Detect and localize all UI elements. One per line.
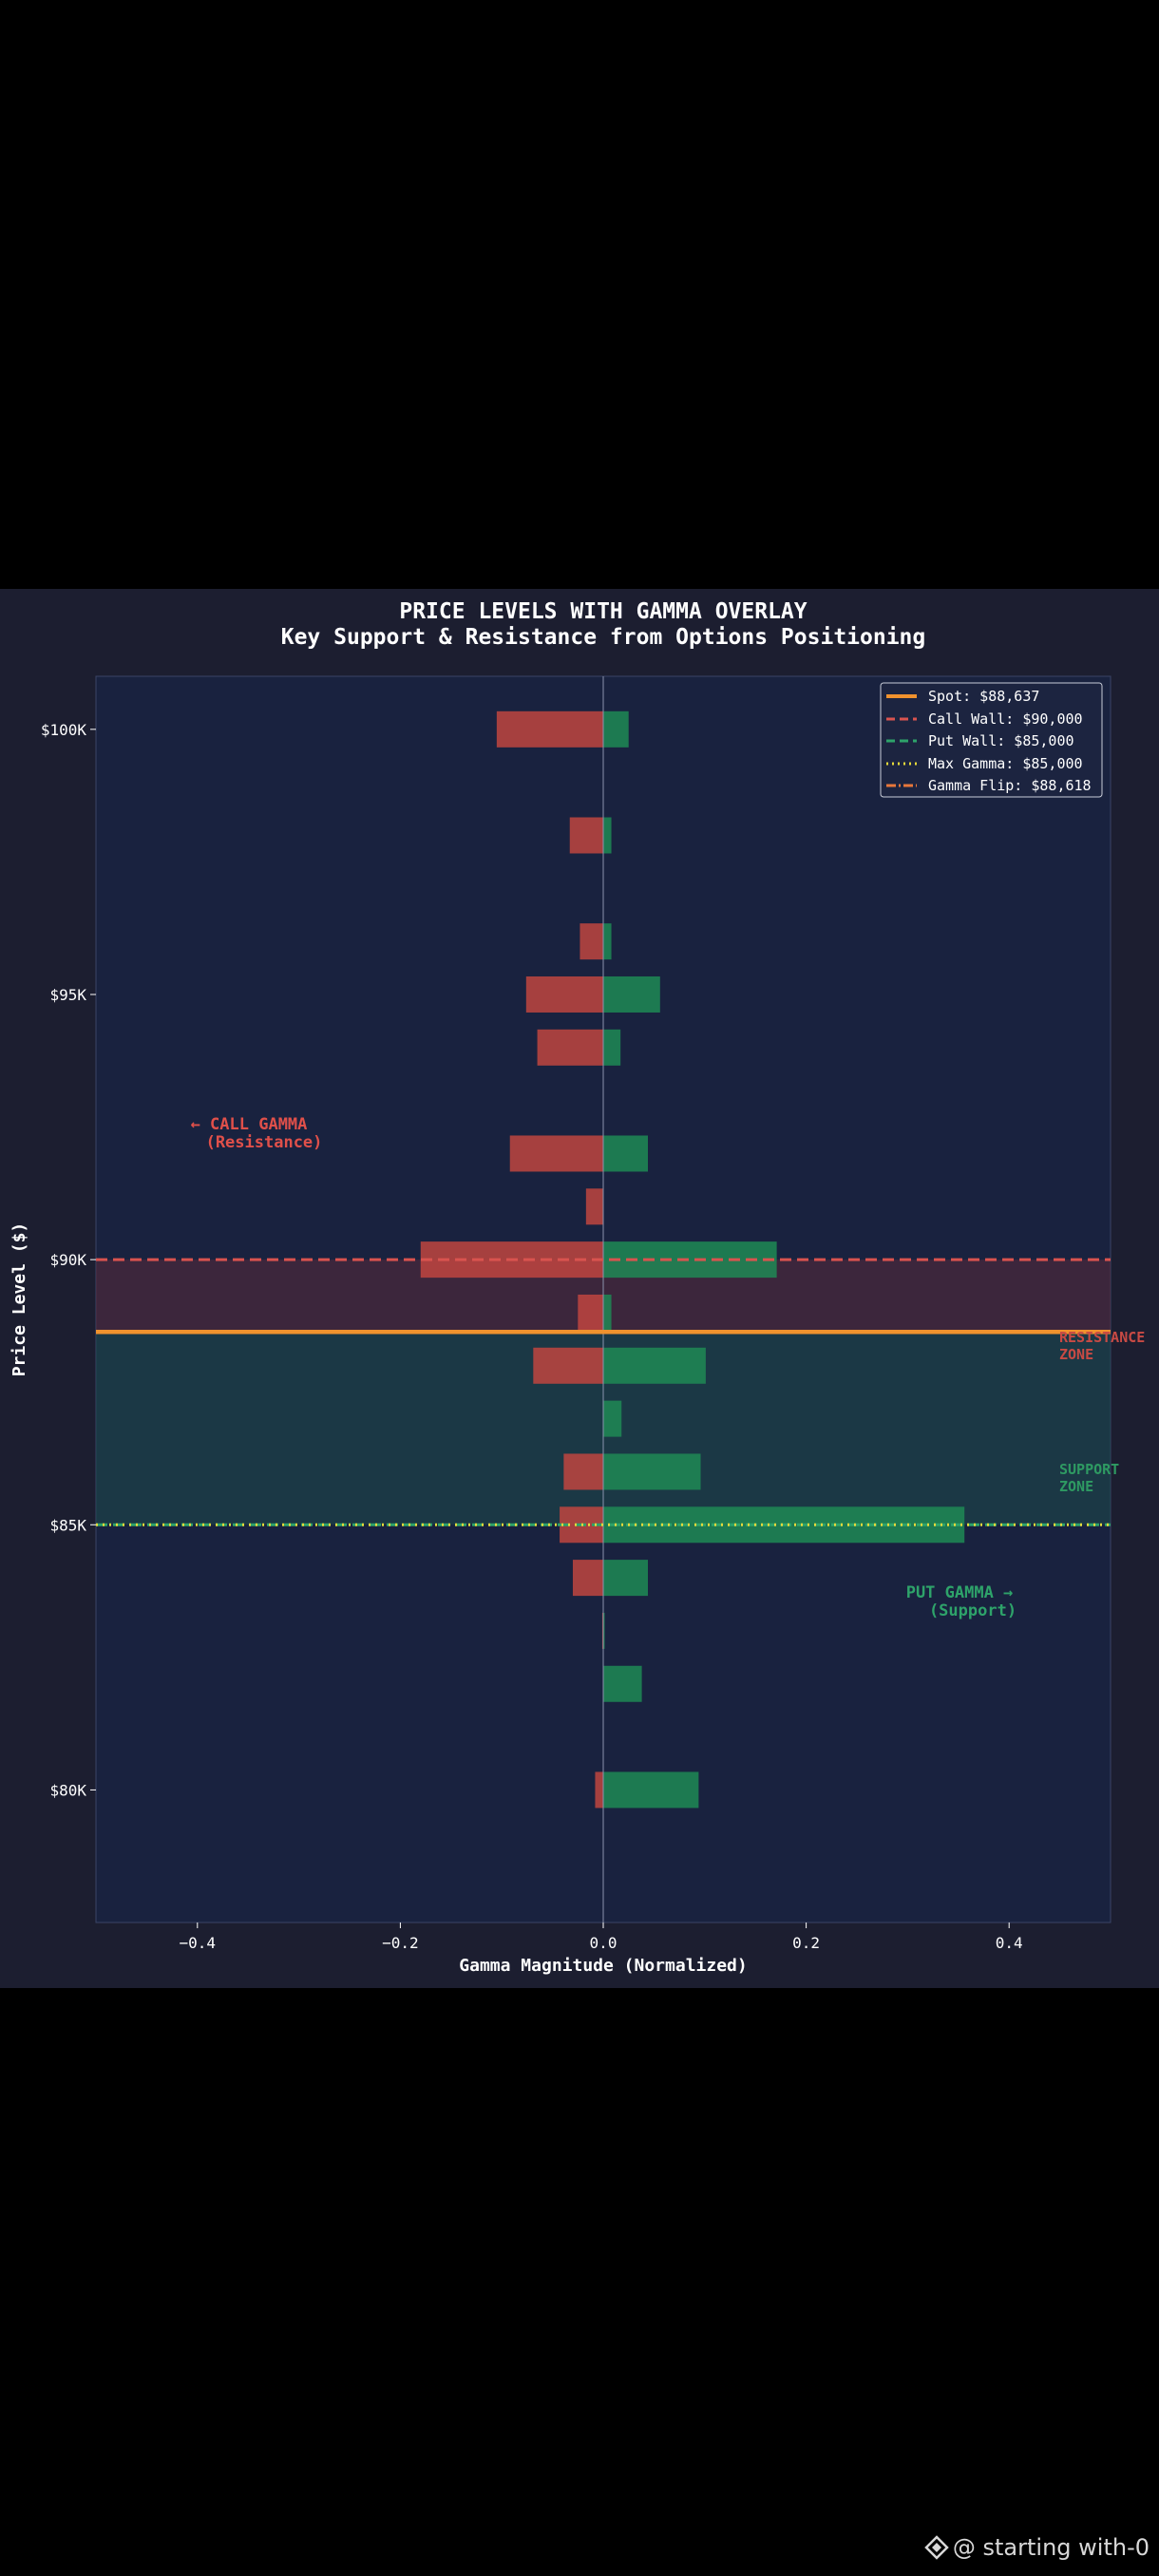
y-tick-label-4: $100K	[41, 721, 87, 739]
put-gamma-annotation: PUT GAMMA →	[906, 1583, 1014, 1602]
legend: Spot: $88,637 Call Wall: $90,000 Put Wal…	[880, 682, 1103, 798]
put-gamma-bar-86000	[603, 1453, 701, 1490]
legend-max-gamma: Max Gamma: $85,000	[928, 755, 1083, 772]
call-gamma-bar-84000	[572, 1560, 603, 1597]
put-gamma-bar-80000	[603, 1771, 699, 1809]
put-gamma-annotation-sub: (Support)	[929, 1601, 1016, 1620]
x-tick-label-2: 0.0	[590, 1934, 618, 1952]
x-axis-label: Gamma Magnitude (Normalized)	[459, 1956, 747, 1976]
chart-subtitle: Key Support & Resistance from Options Po…	[281, 625, 926, 650]
put-gamma-bar-95000	[603, 975, 660, 1013]
call-gamma-annotation-sub: (Resistance)	[206, 1133, 323, 1152]
put-gamma-bar-83000	[603, 1612, 605, 1649]
call-gamma-bar-80000	[595, 1771, 603, 1809]
call-gamma-bar-88000	[533, 1347, 603, 1384]
call-gamma-bar-96000	[580, 923, 603, 960]
call-gamma-bar-94000	[537, 1029, 603, 1066]
x-tick-label-0: −0.4	[180, 1934, 217, 1952]
x-tick-label-1: −0.2	[382, 1934, 419, 1952]
legend-gamma-flip: Gamma Flip: $88,618	[928, 777, 1092, 794]
x-tick-label-3: 0.2	[792, 1934, 820, 1952]
y-tick-label-3: $95K	[49, 986, 86, 1004]
put-gamma-bar-98000	[603, 817, 612, 854]
resistance-zone-label-sub: ZONE	[1059, 1346, 1093, 1363]
put-gamma-bar-87000	[603, 1400, 622, 1437]
support-zone-label: SUPPORT	[1059, 1461, 1119, 1478]
x-tick-label-4: 0.4	[996, 1934, 1023, 1952]
y-tick-label-1: $85K	[49, 1516, 86, 1534]
put-gamma-bar-100000	[603, 710, 629, 748]
call-gamma-annotation: ← CALL GAMMA	[191, 1115, 308, 1134]
put-gamma-bar-96000	[603, 923, 612, 960]
y-axis-label: Price Level ($)	[10, 1222, 29, 1377]
legend-put-wall: Put Wall: $85,000	[928, 732, 1074, 749]
call-gamma-bar-98000	[569, 817, 603, 854]
legend-call-wall: Call Wall: $90,000	[928, 710, 1083, 728]
put-gamma-bar-89000	[603, 1294, 612, 1331]
legend-spot: Spot: $88,637	[928, 688, 1039, 705]
call-gamma-bar-92000	[509, 1135, 603, 1172]
y-tick-label-2: $90K	[49, 1251, 86, 1269]
put-gamma-bar-92000	[603, 1135, 648, 1172]
watermark-text: @ starting with-0	[952, 2534, 1150, 2561]
gamma-chart: PRICE LEVELS WITH GAMMA OVERLAY Key Supp…	[10, 599, 1145, 1976]
chart-panel: PRICE LEVELS WITH GAMMA OVERLAY Key Supp…	[0, 589, 1159, 1988]
support-zone-label-sub: ZONE	[1059, 1478, 1093, 1495]
put-gamma-bar-82000	[603, 1665, 642, 1702]
y-tick-label-0: $80K	[49, 1781, 86, 1799]
call-gamma-bar-86000	[563, 1453, 603, 1490]
call-gamma-bar-100000	[496, 710, 603, 748]
chart-title: PRICE LEVELS WITH GAMMA OVERLAY	[399, 599, 807, 624]
resistance-zone-label: RESISTANCE	[1059, 1329, 1145, 1346]
call-gamma-bar-95000	[525, 975, 603, 1013]
watermark: @ starting with-0	[924, 2534, 1150, 2561]
put-gamma-bar-84000	[603, 1560, 648, 1597]
legend-box	[880, 682, 1103, 798]
call-gamma-bar-89000	[578, 1294, 603, 1331]
put-gamma-bar-94000	[603, 1029, 621, 1066]
diamond-logo-icon	[924, 2535, 949, 2560]
put-gamma-bar-88000	[603, 1347, 706, 1384]
call-gamma-bar-91000	[585, 1188, 603, 1225]
